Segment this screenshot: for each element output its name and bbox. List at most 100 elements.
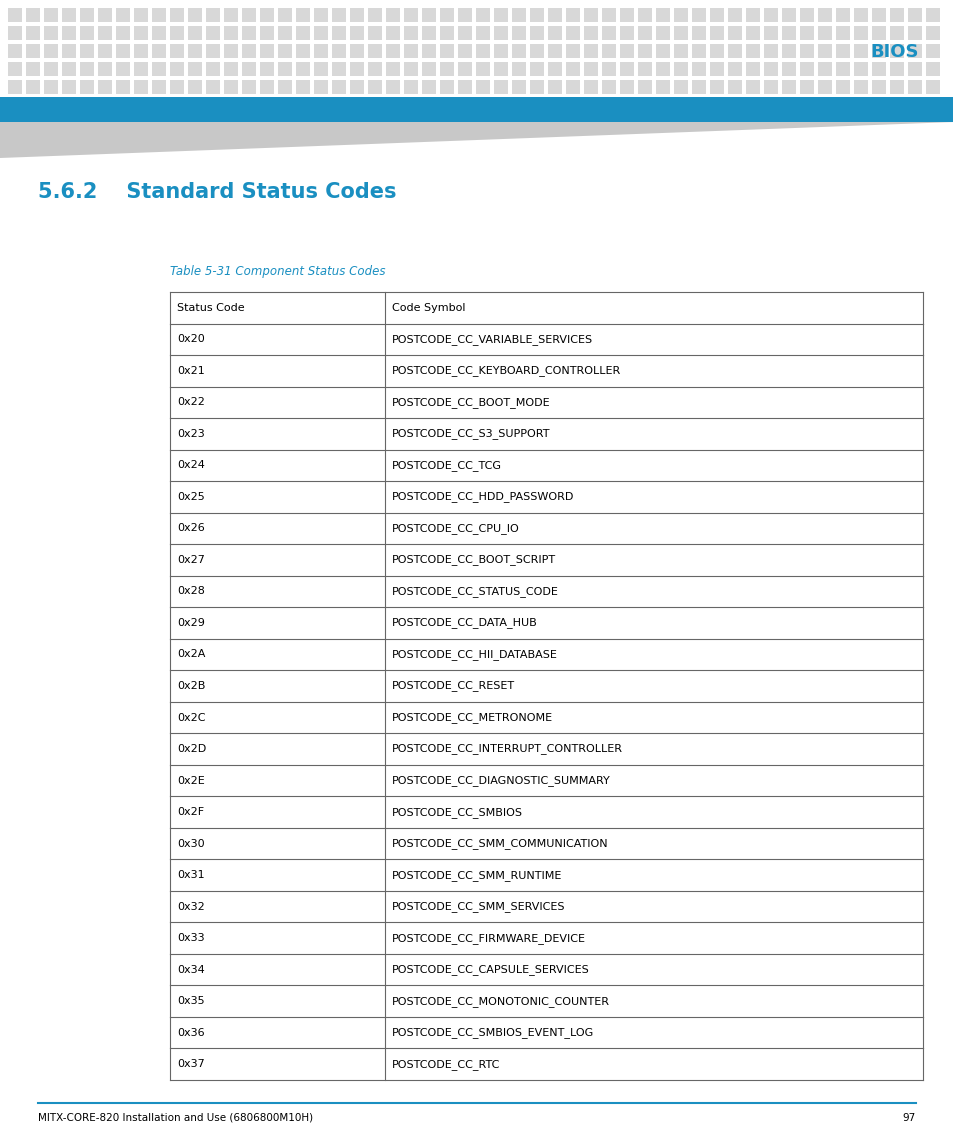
Bar [206, 80, 220, 94]
Bar [421, 44, 436, 58]
Bar [457, 62, 472, 76]
Text: POSTCODE_CC_RESET: POSTCODE_CC_RESET [391, 680, 515, 692]
Bar [619, 44, 634, 58]
Bar [8, 80, 22, 94]
Bar [152, 80, 166, 94]
Bar [763, 26, 778, 40]
Bar [871, 44, 885, 58]
Bar [512, 26, 525, 40]
Bar [277, 44, 292, 58]
Bar [601, 62, 616, 76]
Bar [547, 8, 561, 22]
Bar [871, 26, 885, 40]
Bar [332, 26, 346, 40]
Bar [494, 62, 507, 76]
Bar [133, 8, 148, 22]
Bar [565, 80, 579, 94]
Text: 0x36: 0x36 [176, 1028, 204, 1037]
Bar [133, 62, 148, 76]
Bar [386, 8, 399, 22]
Text: 0x24: 0x24 [176, 460, 205, 471]
Text: POSTCODE_CC_SMM_COMMUNICATION: POSTCODE_CC_SMM_COMMUNICATION [391, 838, 608, 850]
Bar [98, 62, 112, 76]
Bar [133, 80, 148, 94]
Text: POSTCODE_CC_STATUS_CODE: POSTCODE_CC_STATUS_CODE [391, 586, 558, 597]
Bar [835, 44, 849, 58]
Bar [691, 26, 705, 40]
Text: POSTCODE_CC_SMM_RUNTIME: POSTCODE_CC_SMM_RUNTIME [391, 870, 561, 881]
Bar [170, 80, 184, 94]
Bar [800, 80, 813, 94]
Bar [853, 8, 867, 22]
Bar [224, 26, 237, 40]
Text: BIOS: BIOS [869, 44, 918, 61]
Bar [907, 44, 921, 58]
Text: 0x29: 0x29 [176, 618, 205, 627]
Bar [745, 44, 760, 58]
Bar [170, 62, 184, 76]
Bar [439, 62, 454, 76]
Bar [44, 44, 58, 58]
Polygon shape [0, 123, 953, 158]
Bar [152, 26, 166, 40]
Text: POSTCODE_CC_CAPSULE_SERVICES: POSTCODE_CC_CAPSULE_SERVICES [391, 964, 589, 976]
Bar [781, 8, 795, 22]
Bar [619, 62, 634, 76]
Bar [530, 44, 543, 58]
Bar [350, 80, 364, 94]
Bar [817, 26, 831, 40]
Bar [565, 8, 579, 22]
Bar [601, 44, 616, 58]
Bar [817, 8, 831, 22]
Bar [152, 62, 166, 76]
Bar [26, 62, 40, 76]
Bar [295, 44, 310, 58]
Bar [133, 44, 148, 58]
Bar [295, 80, 310, 94]
Bar [332, 8, 346, 22]
Bar [476, 80, 490, 94]
Bar [421, 80, 436, 94]
Bar [224, 62, 237, 76]
Text: POSTCODE_CC_CPU_IO: POSTCODE_CC_CPU_IO [391, 523, 518, 534]
Bar [638, 26, 651, 40]
Bar [62, 80, 76, 94]
Bar [26, 8, 40, 22]
Bar [727, 44, 741, 58]
Bar [709, 8, 723, 22]
Text: 0x28: 0x28 [176, 586, 205, 597]
Bar [601, 8, 616, 22]
Bar [170, 44, 184, 58]
Bar [295, 8, 310, 22]
Bar [421, 8, 436, 22]
Bar [638, 62, 651, 76]
Bar [116, 26, 130, 40]
Bar [530, 8, 543, 22]
Bar [116, 8, 130, 22]
Text: 0x22: 0x22 [176, 397, 205, 408]
Text: 0x34: 0x34 [176, 965, 204, 974]
Bar [763, 62, 778, 76]
Bar [8, 62, 22, 76]
Bar [368, 26, 381, 40]
Bar [0, 97, 953, 123]
Bar [421, 26, 436, 40]
Bar [673, 44, 687, 58]
Text: 0x2F: 0x2F [176, 807, 204, 818]
Bar [656, 44, 669, 58]
Bar [476, 44, 490, 58]
Bar [709, 26, 723, 40]
Bar [188, 62, 202, 76]
Bar [727, 8, 741, 22]
Bar [835, 8, 849, 22]
Text: 5.6.2    Standard Status Codes: 5.6.2 Standard Status Codes [38, 182, 396, 202]
Text: POSTCODE_CC_BOOT_SCRIPT: POSTCODE_CC_BOOT_SCRIPT [391, 554, 556, 566]
Bar [170, 26, 184, 40]
Bar [512, 44, 525, 58]
Bar [601, 80, 616, 94]
Text: 0x33: 0x33 [176, 933, 204, 943]
Bar [638, 8, 651, 22]
Bar [314, 62, 328, 76]
Text: 0x2E: 0x2E [176, 775, 204, 785]
Bar [224, 80, 237, 94]
